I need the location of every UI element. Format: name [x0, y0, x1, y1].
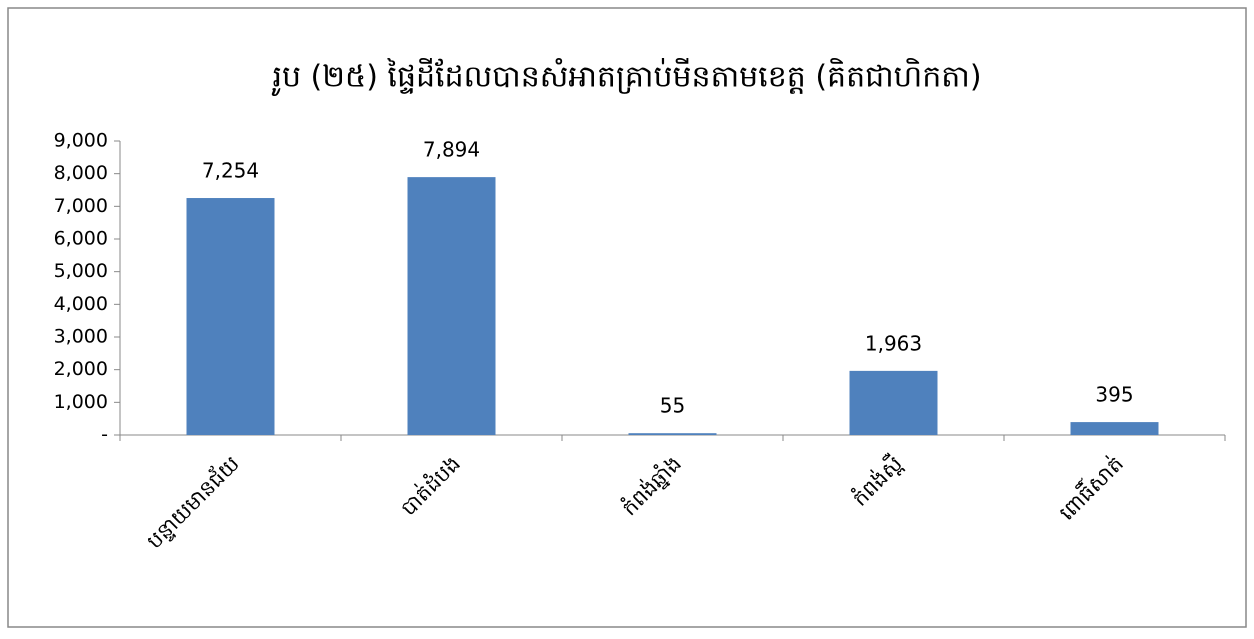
y-tick-label: 9,000	[54, 130, 108, 152]
y-tick-label: 2,000	[54, 358, 108, 380]
value-label: 7,894	[423, 138, 480, 162]
bar	[849, 370, 938, 435]
y-tick-label: 4,000	[54, 293, 108, 315]
bar	[628, 433, 717, 435]
value-label: 55	[660, 394, 685, 418]
bar	[407, 177, 496, 435]
y-tick-label: 3,000	[54, 326, 108, 348]
y-tick-label: 8,000	[54, 162, 108, 184]
bar	[1070, 422, 1159, 435]
bar	[186, 198, 275, 435]
value-label: 395	[1095, 383, 1133, 407]
y-tick-label: 5,000	[54, 260, 108, 282]
y-tick-label: -	[101, 424, 108, 446]
y-tick-label: 7,000	[54, 195, 108, 217]
value-label: 7,254	[202, 159, 259, 183]
chart-title: រូប (២៥) ផ្ទៃដីដែលបានសំអាតគ្រាប់មីនតាមខេ…	[271, 58, 982, 97]
value-label: 1,963	[865, 331, 922, 355]
y-tick-label: 1,000	[54, 391, 108, 413]
y-tick-label: 6,000	[54, 228, 108, 250]
